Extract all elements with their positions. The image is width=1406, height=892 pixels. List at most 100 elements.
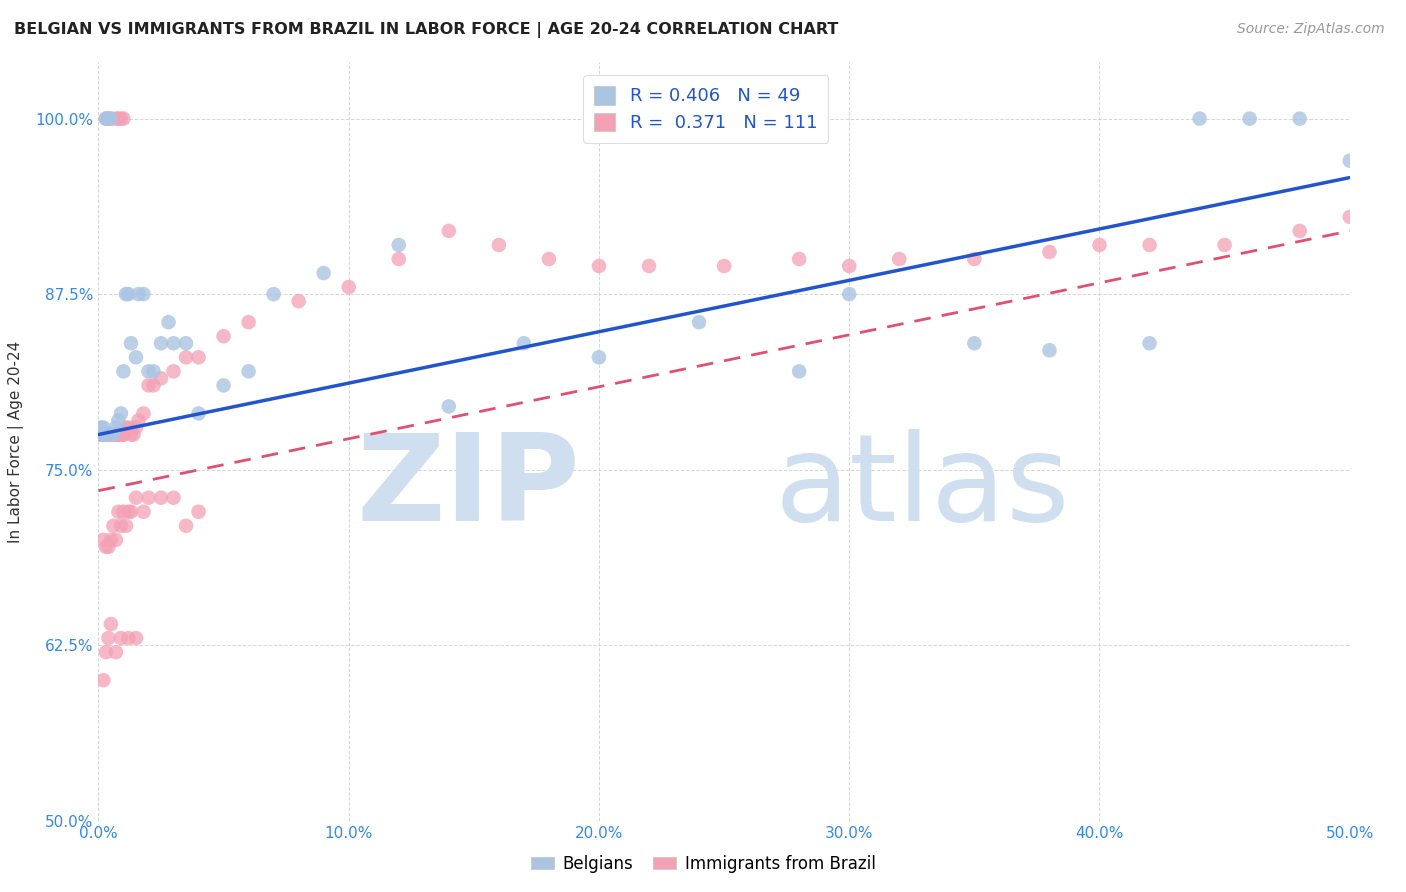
- Point: [437, 400, 460, 414]
- Point: [132, 407, 155, 421]
- Point: [94, 427, 117, 442]
- Point: [1288, 224, 1310, 238]
- Point: [138, 378, 160, 392]
- Point: [97, 427, 120, 442]
- Point: [94, 112, 117, 126]
- Point: [212, 329, 235, 343]
- Point: [104, 645, 127, 659]
- Point: [110, 427, 132, 442]
- Point: [238, 364, 260, 378]
- Point: [787, 252, 810, 266]
- Point: [93, 673, 115, 688]
- Point: [713, 259, 735, 273]
- Point: [537, 252, 560, 266]
- Text: ZIP: ZIP: [357, 428, 581, 546]
- Point: [103, 427, 125, 442]
- Point: [94, 427, 117, 442]
- Point: [1038, 343, 1060, 358]
- Point: [94, 540, 117, 554]
- Point: [110, 631, 132, 645]
- Point: [838, 287, 860, 301]
- Point: [94, 427, 117, 442]
- Point: [110, 427, 132, 442]
- Point: [94, 427, 117, 442]
- Point: [100, 427, 122, 442]
- Point: [889, 252, 911, 266]
- Point: [162, 491, 184, 505]
- Point: [107, 505, 129, 519]
- Point: [142, 364, 165, 378]
- Point: [187, 351, 209, 365]
- Point: [1139, 238, 1161, 252]
- Point: [93, 427, 115, 442]
- Point: [100, 427, 122, 442]
- Point: [93, 420, 115, 434]
- Point: [110, 518, 132, 533]
- Point: [157, 315, 180, 329]
- Point: [104, 533, 127, 547]
- Point: [1339, 210, 1361, 224]
- Point: [103, 518, 125, 533]
- Point: [93, 427, 115, 442]
- Point: [93, 427, 115, 442]
- Point: [120, 505, 142, 519]
- Point: [142, 378, 165, 392]
- Point: [100, 112, 122, 126]
- Point: [90, 427, 112, 442]
- Point: [1188, 112, 1211, 126]
- Point: [103, 427, 125, 442]
- Point: [115, 420, 138, 434]
- Point: [162, 364, 184, 378]
- Point: [112, 505, 135, 519]
- Point: [117, 505, 139, 519]
- Point: [107, 427, 129, 442]
- Point: [110, 407, 132, 421]
- Point: [90, 427, 112, 442]
- Point: [638, 259, 661, 273]
- Point: [104, 112, 127, 126]
- Point: [125, 631, 148, 645]
- Point: [107, 112, 129, 126]
- Point: [150, 336, 173, 351]
- Point: [150, 491, 173, 505]
- Point: [97, 112, 120, 126]
- Point: [94, 427, 117, 442]
- Point: [132, 287, 155, 301]
- Point: [104, 427, 127, 442]
- Point: [125, 351, 148, 365]
- Point: [963, 252, 986, 266]
- Point: [97, 427, 120, 442]
- Point: [94, 427, 117, 442]
- Point: [100, 617, 122, 632]
- Point: [112, 427, 135, 442]
- Point: [90, 427, 112, 442]
- Point: [174, 336, 197, 351]
- Point: [90, 427, 112, 442]
- Point: [1339, 153, 1361, 168]
- Point: [125, 491, 148, 505]
- Point: [488, 238, 510, 252]
- Point: [588, 351, 610, 365]
- Point: [93, 533, 115, 547]
- Point: [312, 266, 335, 280]
- Point: [132, 505, 155, 519]
- Point: [588, 259, 610, 273]
- Point: [90, 420, 112, 434]
- Point: [90, 427, 112, 442]
- Point: [103, 427, 125, 442]
- Legend: Belgians, Immigrants from Brazil: Belgians, Immigrants from Brazil: [524, 848, 882, 880]
- Point: [125, 420, 148, 434]
- Point: [112, 364, 135, 378]
- Point: [97, 427, 120, 442]
- Point: [174, 518, 197, 533]
- Point: [513, 336, 536, 351]
- Text: Source: ZipAtlas.com: Source: ZipAtlas.com: [1237, 22, 1385, 37]
- Point: [100, 427, 122, 442]
- Point: [212, 378, 235, 392]
- Point: [104, 427, 127, 442]
- Point: [1038, 245, 1060, 260]
- Point: [112, 112, 135, 126]
- Point: [93, 427, 115, 442]
- Point: [97, 112, 120, 126]
- Point: [97, 427, 120, 442]
